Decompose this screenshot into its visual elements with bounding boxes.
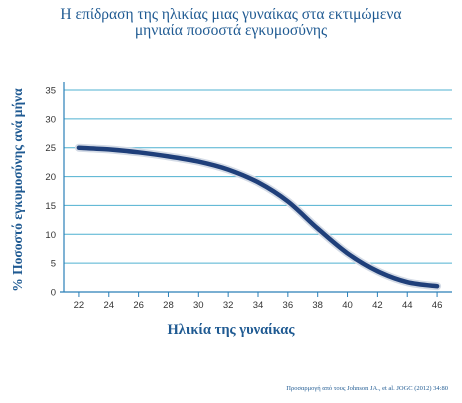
axes: [60, 82, 452, 297]
y-tick-label: 25: [45, 143, 56, 154]
grid-lines: [64, 89, 452, 264]
x-tick-label: 38: [312, 300, 323, 311]
chart-title-line-2: μηνιαία ποσοστά εγκυμοσύνης: [134, 22, 328, 39]
x-tick-label: 40: [342, 300, 353, 311]
x-tick-label: 30: [193, 300, 204, 311]
y-tick-label: 20: [45, 172, 56, 183]
x-axis-label: Ηλικία της γυναίκας: [167, 322, 295, 338]
y-tick-label: 30: [45, 114, 56, 125]
y-tick-label: 5: [51, 259, 56, 270]
chart-title-line-1: Η επίδραση της ηλικίας μιας γυναίκας στα…: [60, 6, 402, 23]
y-tick-label: 15: [45, 201, 56, 212]
series-group: [74, 143, 442, 291]
series-line-shadow: [74, 143, 442, 291]
chart-title: Η επίδραση της ηλικίας μιας γυναίκας στα…: [0, 7, 462, 39]
x-tick-labels: 22 24 26 28 30 32 34 36 38 40 42 44 46: [74, 300, 443, 311]
x-tick-label: 32: [223, 300, 234, 311]
x-tick-label: 28: [163, 300, 174, 311]
y-tick-label: 10: [45, 230, 56, 241]
x-tick-label: 36: [283, 300, 294, 311]
x-tick-label: 42: [372, 300, 383, 311]
y-tick-label: 0: [51, 288, 56, 299]
x-tick-label: 26: [133, 300, 144, 311]
y-tick-label: 35: [45, 86, 56, 97]
x-tick-label: 34: [253, 300, 264, 311]
series-line: [76, 145, 440, 289]
y-tick-labels: 0 5 10 15 20 25 30 35: [45, 86, 56, 299]
x-tick-label: 44: [402, 300, 413, 311]
x-tick-label: 22: [74, 300, 85, 311]
x-tick-label: 24: [103, 300, 114, 311]
source-note: Προσαρμογή από τους Johnson JA., et al. …: [286, 385, 448, 392]
x-tick-label: 46: [432, 300, 443, 311]
